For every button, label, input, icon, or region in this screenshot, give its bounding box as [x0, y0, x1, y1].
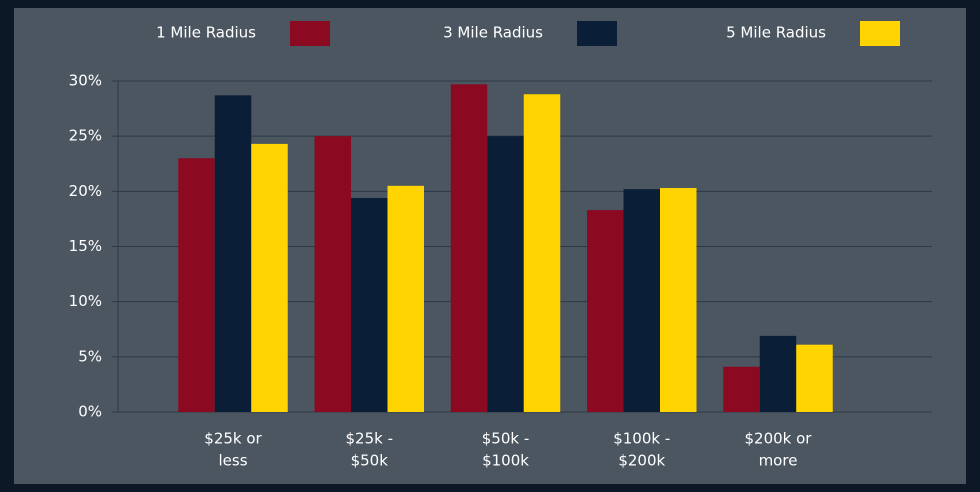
bar	[214, 95, 252, 413]
bar	[251, 143, 288, 412]
y-tick-label: 0%	[78, 403, 102, 421]
bar	[387, 185, 424, 412]
legend-label: 3 Mile Radius	[443, 24, 543, 42]
y-tick-label: 10%	[69, 292, 102, 310]
x-tick-label: $200k	[618, 452, 665, 470]
x-tick-label: $200k or	[745, 430, 813, 448]
bar	[351, 197, 388, 412]
legend-swatch	[290, 21, 330, 46]
bar	[523, 94, 561, 413]
legend-swatch	[860, 21, 900, 46]
y-tick-label: 30%	[69, 72, 102, 90]
bar	[723, 366, 760, 412]
legend-label: 5 Mile Radius	[726, 24, 826, 42]
bar	[450, 84, 488, 412]
y-tick-label: 15%	[69, 237, 102, 255]
x-tick-label: $100k -	[613, 430, 670, 448]
x-tick-label: $25k or	[204, 430, 262, 448]
legend-label: 1 Mile Radius	[156, 24, 256, 42]
x-tick-label: more	[759, 452, 798, 470]
bar	[759, 335, 797, 412]
bar	[314, 136, 351, 412]
bar	[178, 158, 215, 412]
x-tick-label: $50k	[351, 452, 389, 470]
y-tick-label: 5%	[78, 347, 102, 365]
x-tick-label: $50k -	[482, 430, 530, 448]
bar	[796, 344, 833, 412]
y-tick-label: 25%	[69, 127, 102, 145]
bar	[660, 188, 697, 412]
bar	[487, 136, 524, 412]
x-tick-label: $100k	[482, 452, 529, 470]
y-tick-label: 20%	[69, 182, 102, 200]
bar	[623, 189, 660, 412]
legend-swatch	[577, 21, 617, 46]
x-tick-label: $25k -	[346, 430, 394, 448]
x-tick-label: less	[218, 452, 247, 470]
bar	[587, 210, 624, 412]
